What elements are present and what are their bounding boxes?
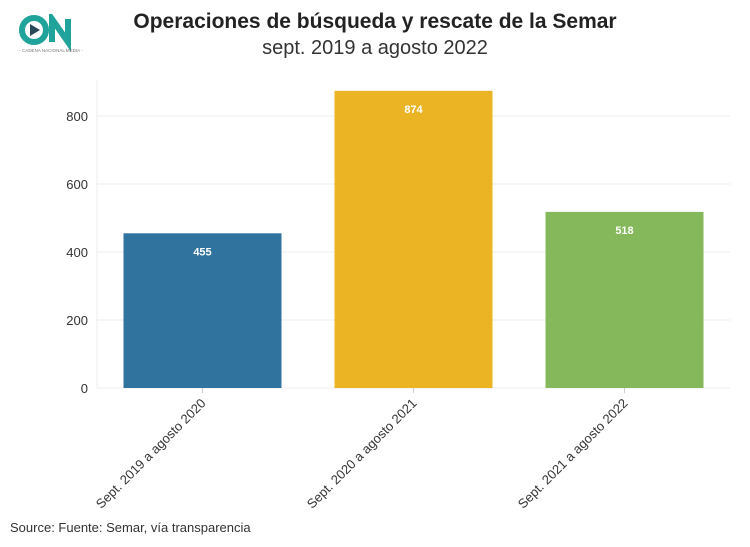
bar [123, 233, 282, 388]
y-tick-label: 200 [66, 313, 88, 328]
bar [334, 90, 493, 388]
x-tick-label: Sept. 2019 a agosto 2020 [93, 396, 209, 512]
x-tick-label: Sept. 2021 a agosto 2022 [515, 396, 631, 512]
source-note: Source: Fuente: Semar, vía transparencia [10, 520, 251, 535]
svg-text:- CADENA NACIONAL MEDIA -: - CADENA NACIONAL MEDIA - [19, 48, 83, 53]
y-tick-label: 600 [66, 177, 88, 192]
x-tick-label: Sept. 2020 a agosto 2021 [304, 396, 420, 512]
chart-title: Operaciones de búsqueda y rescate de la … [133, 10, 617, 33]
bar [545, 211, 704, 388]
chart-subtitle: sept. 2019 a agosto 2022 [262, 37, 488, 59]
y-tick-label: 0 [81, 381, 88, 396]
y-tick-label: 400 [66, 245, 88, 260]
data-label: 455 [193, 246, 211, 258]
y-tick-label: 800 [66, 109, 88, 124]
logo: - CADENA NACIONAL MEDIA - [16, 9, 86, 54]
data-label: 874 [404, 104, 423, 116]
data-label: 518 [615, 225, 633, 237]
